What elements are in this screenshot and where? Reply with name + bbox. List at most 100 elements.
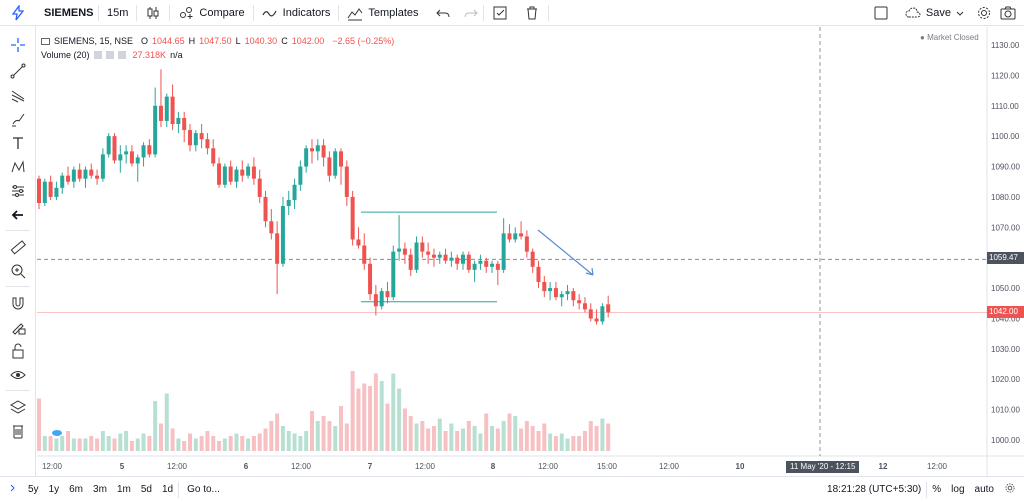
range-button-1d[interactable]: 1d bbox=[161, 484, 174, 495]
volume-bar bbox=[199, 436, 204, 451]
templates-button[interactable]: Templates bbox=[339, 0, 426, 26]
auto-scale-button[interactable]: auto bbox=[974, 484, 994, 495]
trend-line-icon[interactable] bbox=[9, 62, 27, 80]
save-button[interactable]: Save bbox=[897, 0, 972, 26]
candle-body bbox=[158, 105, 163, 121]
volume-bar bbox=[211, 436, 216, 451]
volume-bar bbox=[350, 371, 355, 451]
templates-icon bbox=[347, 7, 363, 20]
volume-bar bbox=[606, 423, 611, 451]
candle-body bbox=[292, 184, 297, 200]
prediction-icon[interactable] bbox=[9, 182, 27, 200]
legend-close-icon[interactable] bbox=[117, 51, 126, 59]
range-button-1m[interactable]: 1m bbox=[116, 484, 131, 495]
x-tick-label: 10 bbox=[736, 462, 745, 471]
volume-bar bbox=[391, 373, 396, 451]
logo-bolt-icon[interactable] bbox=[0, 0, 36, 26]
lock-icon[interactable] bbox=[9, 342, 27, 360]
volume-bar bbox=[42, 436, 47, 451]
interval-button[interactable]: 15m bbox=[107, 6, 129, 19]
calendar-range-icon bbox=[10, 484, 15, 492]
candle-body bbox=[280, 206, 285, 264]
delete-button[interactable] bbox=[516, 0, 548, 26]
volume-bar bbox=[524, 421, 529, 451]
text-icon[interactable] bbox=[9, 134, 27, 152]
compare-button[interactable]: Compare bbox=[170, 0, 252, 26]
percent-scale-button[interactable]: % bbox=[932, 484, 942, 495]
candle-body bbox=[217, 163, 222, 185]
chart-settings-button[interactable] bbox=[999, 482, 1024, 497]
range-button-5y[interactable]: 5y bbox=[28, 484, 39, 495]
candles-style-button[interactable] bbox=[137, 0, 169, 26]
candle-body bbox=[141, 145, 146, 158]
candlestick-icon bbox=[147, 6, 159, 19]
candle-body bbox=[333, 151, 338, 176]
volume-bar bbox=[228, 436, 233, 451]
divider bbox=[169, 4, 171, 21]
volume-legend-row: Volume (20) 27.318K n/a bbox=[41, 48, 394, 62]
range-buttons: 5y 1y 6m 3m 1m 5d 1d bbox=[23, 484, 178, 495]
volume-bar bbox=[129, 441, 134, 451]
symbol-search-button[interactable]: SIEMENS bbox=[44, 6, 94, 19]
open-label: O bbox=[141, 36, 149, 46]
arrow-left-icon[interactable] bbox=[9, 206, 27, 224]
trash-drawings-icon[interactable] bbox=[9, 422, 27, 440]
range-button-3m[interactable]: 3m bbox=[93, 484, 107, 495]
magnet-icon[interactable] bbox=[9, 294, 27, 312]
pitchfork-icon[interactable] bbox=[9, 86, 27, 104]
legend-eye-icon[interactable] bbox=[93, 51, 102, 59]
candle-body bbox=[164, 96, 169, 121]
candle-body bbox=[95, 175, 100, 179]
candle-body bbox=[385, 291, 390, 298]
candle-body bbox=[170, 96, 175, 124]
volume-bar bbox=[327, 421, 332, 451]
fullscreen-button[interactable] bbox=[865, 0, 897, 26]
indicators-wave-icon bbox=[262, 10, 277, 17]
y-tick-label: 1090.00 bbox=[991, 163, 1020, 172]
series-title: SIEMENS, 15, NSE bbox=[54, 36, 134, 46]
legend-settings-icon[interactable] bbox=[105, 51, 114, 59]
candle-body bbox=[124, 151, 129, 155]
ruler-icon[interactable] bbox=[9, 238, 27, 256]
volume-bar bbox=[530, 426, 535, 451]
candle-body bbox=[507, 233, 512, 240]
undo-button[interactable] bbox=[427, 0, 459, 26]
settings-button[interactable] bbox=[972, 0, 996, 26]
range-button-1y[interactable]: 1y bbox=[48, 484, 60, 495]
candle-body bbox=[269, 221, 274, 234]
screenshot-button[interactable] bbox=[996, 0, 1024, 26]
volume-bar bbox=[304, 431, 309, 451]
x-tick-label: 12:00 bbox=[538, 462, 559, 471]
volume-bar bbox=[170, 428, 175, 451]
zoom-in-icon[interactable] bbox=[9, 262, 27, 280]
volume-bar bbox=[217, 441, 222, 451]
volume-bar bbox=[176, 438, 181, 451]
indicators-button[interactable]: Indicators bbox=[254, 0, 339, 26]
market-status: ● Market Closed bbox=[920, 33, 979, 42]
candle-body bbox=[344, 166, 349, 197]
volume-bar bbox=[588, 421, 593, 451]
range-button-5d[interactable]: 5d bbox=[140, 484, 152, 495]
layers-icon[interactable] bbox=[9, 398, 27, 416]
stay-drawing-icon[interactable] bbox=[9, 318, 27, 336]
go-to-button[interactable]: Go to... bbox=[187, 484, 220, 495]
crosshair-icon[interactable] bbox=[9, 36, 27, 54]
x-tick-label: 12 bbox=[879, 462, 888, 471]
volume-bar bbox=[600, 418, 605, 451]
price-chart[interactable]: 1130.00 1120.00 1110.00 1100.00 1090.00 1080.… bbox=[37, 27, 1024, 476]
candle-body bbox=[548, 288, 553, 292]
redo-button[interactable] bbox=[459, 0, 483, 26]
snapshot-check-button[interactable] bbox=[484, 0, 516, 26]
clock-timezone-button[interactable]: 18:21:28 (UTC+5:30) bbox=[827, 484, 922, 495]
candle-body bbox=[530, 251, 535, 267]
y-tick-label: 1040.00 bbox=[991, 314, 1020, 323]
range-button-6m[interactable]: 6m bbox=[69, 484, 84, 495]
log-scale-button[interactable]: log bbox=[951, 484, 965, 495]
date-range-button[interactable] bbox=[0, 483, 23, 496]
brush-icon[interactable] bbox=[9, 110, 27, 128]
candle-body bbox=[112, 136, 117, 161]
volume-bar bbox=[397, 388, 402, 451]
pattern-icon[interactable] bbox=[9, 158, 27, 176]
candle-body bbox=[309, 148, 314, 152]
eye-icon[interactable] bbox=[9, 366, 27, 384]
